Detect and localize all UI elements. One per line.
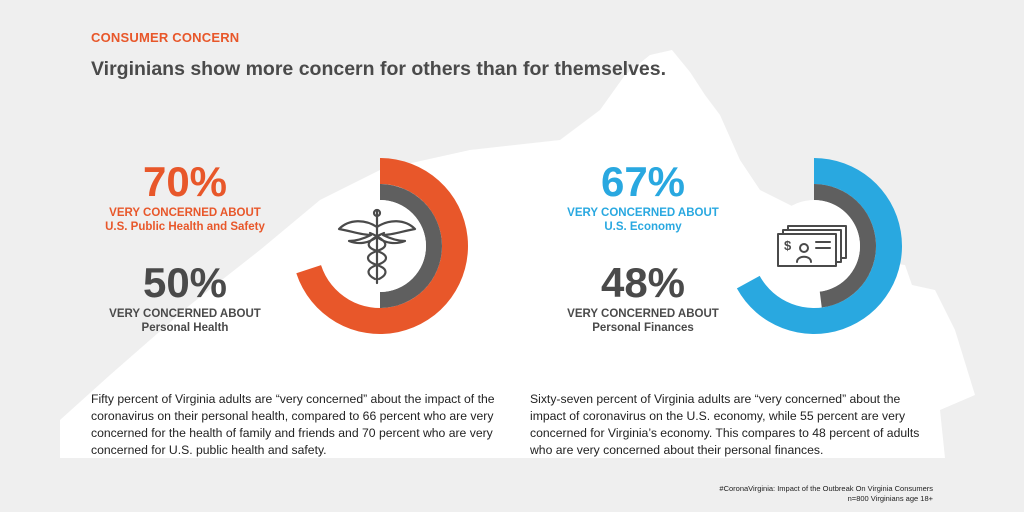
stat-label: VERY CONCERNED ABOUT [109,308,261,320]
page-title: Virginians show more concern for others … [91,58,667,80]
stat-value: 48% [600,259,686,306]
stat-sublabel: Personal Health [141,322,229,334]
stat-sublabel: U.S. Economy [604,221,682,233]
footnote-title: #CoronaVirginia: Impact of the Outbreak … [719,484,933,493]
donut-arc-outer [296,158,468,334]
footnote-sample: n=800 Virginians age 18+ [847,494,933,503]
stat-value: 70% [142,158,228,205]
caduceus-icon [337,208,417,285]
stat-value: 67% [600,158,686,205]
description-health: Fifty percent of Virginia adults are “ve… [91,392,495,457]
donut-arc-inner [814,184,876,308]
stat-personal-health: 50% VERY CONCERNED ABOUT Personal Health [80,261,290,335]
svg-text:$: $ [784,238,792,253]
stat-sublabel: U.S. Public Health and Safety [105,221,265,233]
stat-label: VERY CONCERNED ABOUT [109,207,261,219]
description-economy: Sixty-seven percent of Virginia adults a… [530,392,920,457]
money-bills-icon: $ [777,225,847,267]
stat-label: VERY CONCERNED ABOUT [567,308,719,320]
stat-value: 50% [142,259,228,306]
stat-personal-finances: 48% VERY CONCERNED ABOUT Personal Financ… [538,261,748,335]
stat-sublabel: Personal Finances [592,322,694,334]
stat-us-economy: 67% VERY CONCERNED ABOUT U.S. Economy [538,160,748,234]
donut-arc-outer [736,158,902,334]
source-footnote: #CoronaVirginia: Impact of the Outbreak … [719,484,933,504]
stat-label: VERY CONCERNED ABOUT [567,207,719,219]
section-kicker: CONSUMER CONCERN [91,30,240,45]
donut-arc-inner [380,184,442,308]
stat-public-health: 70% VERY CONCERNED ABOUT U.S. Public Hea… [80,160,290,234]
